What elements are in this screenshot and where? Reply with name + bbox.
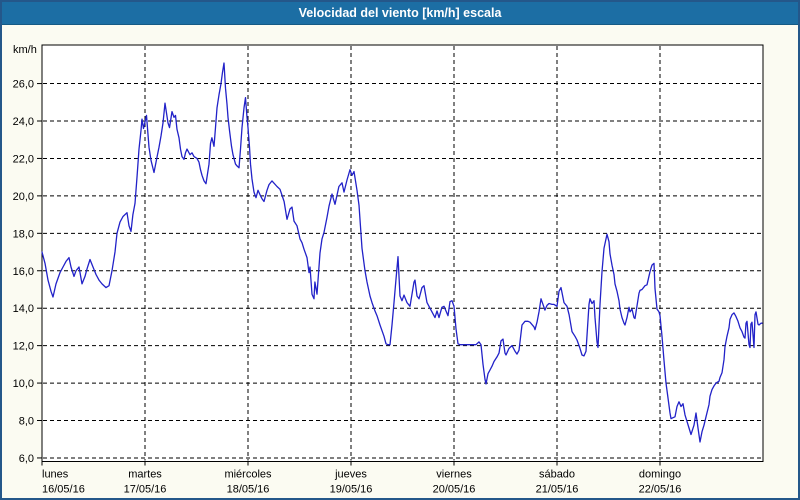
y-tick-label: 20,0 (13, 191, 34, 203)
y-tick-label: 16,0 (13, 266, 34, 278)
y-tick-label: 18,0 (13, 228, 34, 240)
day-date-label: 17/05/16 (124, 484, 167, 496)
window-title: Velocidad del viento [km/h] escala (298, 6, 502, 20)
title-bar: Velocidad del viento [km/h] escala (2, 2, 798, 25)
y-tick-label: 26,0 (13, 79, 34, 91)
day-date-label: 16/05/16 (42, 484, 85, 496)
unit-label: km/h (13, 44, 37, 56)
y-tick-label: 10,0 (13, 378, 34, 390)
y-tick-label: 8,0 (19, 416, 34, 428)
day-name-label: martes (128, 469, 162, 481)
day-date-label: 21/05/16 (536, 484, 579, 496)
day-name-label: jueves (334, 469, 367, 481)
y-tick-label: 12,0 (13, 341, 34, 353)
day-date-label: 19/05/16 (330, 484, 373, 496)
day-name-label: miércoles (224, 469, 272, 481)
y-tick-label: 14,0 (13, 303, 34, 315)
y-tick-label: 24,0 (13, 116, 34, 128)
day-date-label: 22/05/16 (639, 484, 682, 496)
y-tick-label: 22,0 (13, 153, 34, 165)
day-name-label: domingo (639, 469, 681, 481)
day-name-label: sábado (539, 469, 575, 481)
day-name-label: viernes (436, 469, 472, 481)
y-tick-label: 6,0 (19, 453, 34, 465)
day-date-label: 18/05/16 (227, 484, 270, 496)
plot-frame (41, 44, 764, 462)
day-name-label: lunes (42, 469, 69, 481)
wind-speed-line (41, 62, 763, 443)
day-date-label: 20/05/16 (433, 484, 476, 496)
